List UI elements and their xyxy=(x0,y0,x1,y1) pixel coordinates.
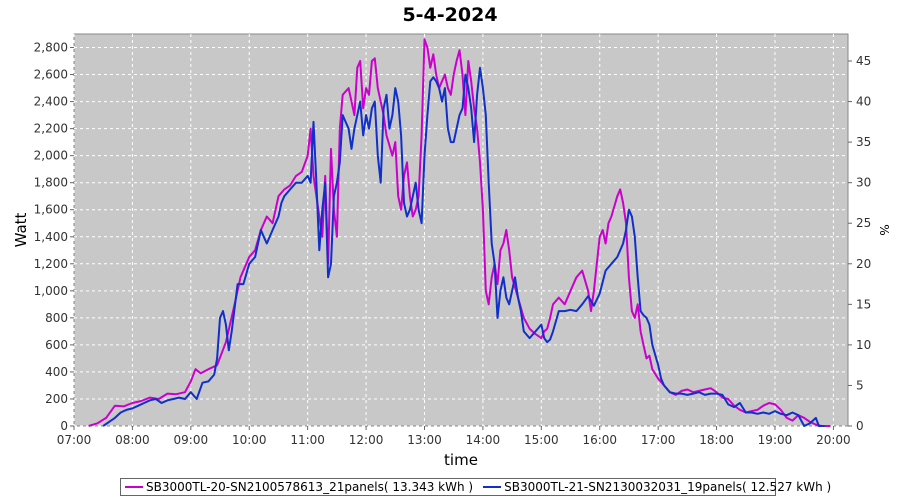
y-tick-label: 1,200 xyxy=(34,257,68,271)
y2-tick-label: 40 xyxy=(856,95,871,109)
series-line-2 xyxy=(102,66,825,427)
x-tick-label: 16:00 xyxy=(582,433,617,447)
axes: 07:00 08:00 09:00 10:00 11:00 12:00 13:00 14:00… xyxy=(34,41,872,447)
y2-tick-label: 15 xyxy=(856,297,871,311)
y-tick-label: 1,800 xyxy=(34,176,68,190)
y2-tick-label: 10 xyxy=(856,338,871,352)
x-tick-label: 07:00 xyxy=(57,433,92,447)
y2-tick-label: 0 xyxy=(856,419,864,433)
legend-swatch-series-1 xyxy=(125,486,143,488)
x-tick-label: 11:00 xyxy=(290,433,325,447)
x-tick-label: 18:00 xyxy=(699,433,734,447)
legend-item-series-2: SB3000TL-21-SN2130032031_19panels( 12.52… xyxy=(483,480,831,494)
y-tick-label: 2,200 xyxy=(34,122,68,136)
x-tick-label: 17:00 xyxy=(641,433,676,447)
series-layer xyxy=(88,38,831,427)
y2-tick-label: 30 xyxy=(856,176,871,190)
y-axis-title: Watt xyxy=(12,212,30,247)
x-tick-label: 14:00 xyxy=(466,433,501,447)
x-tick-label: 10:00 xyxy=(232,433,267,447)
plot-area xyxy=(73,33,849,427)
y-tick-label: 200 xyxy=(45,392,68,406)
x-tick-label: 20:00 xyxy=(816,433,851,447)
y-tick-label: 2,600 xyxy=(34,68,68,82)
y2-tick-label: 35 xyxy=(856,135,871,149)
legend-label-series-1: SB3000TL-20-SN2100578613_21panels( 13.34… xyxy=(146,480,474,494)
y-tick-label: 1,000 xyxy=(34,284,68,298)
y-tick-label: 800 xyxy=(45,311,68,325)
legend-swatch-series-2 xyxy=(483,486,502,488)
y-tick-label: 400 xyxy=(45,365,68,379)
y-tick-label: 2,800 xyxy=(34,41,68,55)
x-axis-title: time xyxy=(444,451,478,469)
y-tick-label: 2,400 xyxy=(34,95,68,109)
x-tick-label: 15:00 xyxy=(524,433,559,447)
y2-tick-label: 45 xyxy=(856,54,871,68)
x-tick-label: 12:00 xyxy=(349,433,384,447)
x-tick-label: 09:00 xyxy=(174,433,209,447)
y2-tick-label: 5 xyxy=(856,378,864,392)
chart-title: 5-4-2024 xyxy=(402,4,498,26)
gridlines xyxy=(73,34,848,427)
y-tick-label: 2,000 xyxy=(34,149,68,163)
x-tick-label: 13:00 xyxy=(407,433,442,447)
legend-item-series-1: SB3000TL-20-SN2100578613_21panels( 13.34… xyxy=(125,480,473,494)
y2-tick-label: 20 xyxy=(856,257,871,271)
x-tick-label: 08:00 xyxy=(115,433,150,447)
y2-axis-title: % xyxy=(877,224,891,235)
y-tick-label: 1,600 xyxy=(34,203,68,217)
legend: SB3000TL-20-SN2100578613_21panels( 13.34… xyxy=(120,478,831,496)
legend-label-series-2: SB3000TL-21-SN2130032031_19panels( 12.52… xyxy=(504,480,832,494)
y-tick-label: 600 xyxy=(45,338,68,352)
y2-tick-label: 25 xyxy=(856,216,871,230)
chart-canvas: 07:00 08:00 09:00 10:00 11:00 12:00 13:00 14:00… xyxy=(12,33,891,469)
y-tick-label: 0 xyxy=(60,419,68,433)
y-tick-label: 1,400 xyxy=(34,230,68,244)
x-tick-label: 19:00 xyxy=(758,433,793,447)
